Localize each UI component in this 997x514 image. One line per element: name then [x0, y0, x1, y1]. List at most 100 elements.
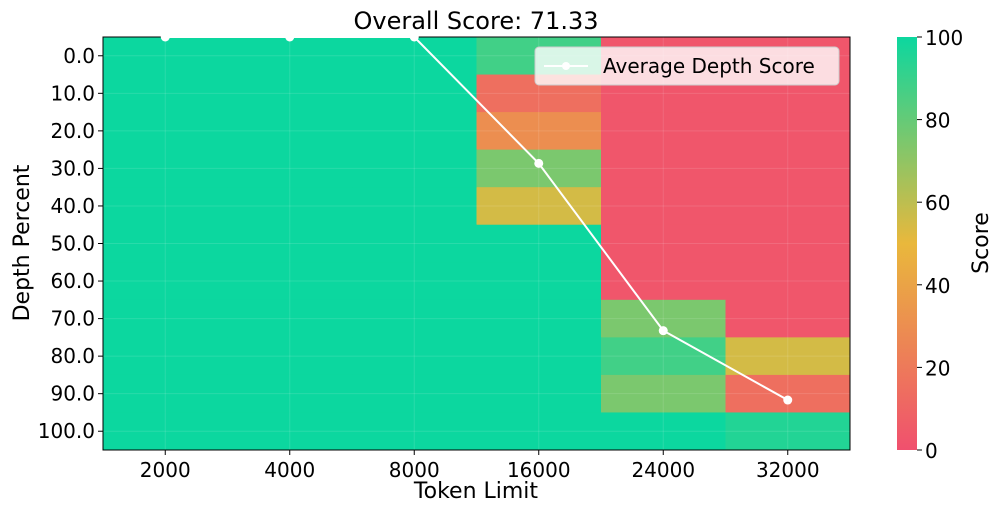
heatmap-cell	[227, 224, 353, 263]
heatmap-cell	[103, 412, 228, 451]
x-axis-label: Token Limit	[413, 479, 539, 504]
x-tick-label: 4000	[264, 458, 315, 482]
average-depth-line	[160, 32, 793, 405]
heatmap-cell	[227, 37, 353, 76]
average-depth-point	[285, 32, 295, 42]
colorbar-tick-label: 60	[925, 191, 950, 215]
average-depth-point	[160, 32, 170, 42]
heatmap-cell	[227, 299, 353, 338]
y-tick-label: 90.0	[50, 382, 95, 406]
heatmap-cell	[725, 262, 851, 301]
heatmap-cell	[352, 299, 477, 338]
heatmap-cell	[352, 337, 477, 376]
heatmap-cell	[725, 224, 851, 263]
heatmap-cell	[227, 149, 353, 188]
heatmap-cell	[103, 224, 228, 263]
heatmap-cell	[103, 262, 228, 301]
heatmap-cell	[103, 337, 228, 376]
x-tick-label: 24000	[631, 458, 695, 482]
x-tick-label: 8000	[389, 458, 440, 482]
colorbar-ticks: 0 20 40 60 80 100	[917, 26, 963, 463]
heatmap-cell	[352, 112, 477, 151]
y-tick-label: 30.0	[50, 156, 95, 180]
heatmap-cell	[476, 224, 602, 263]
legend-box	[534, 46, 840, 86]
heatmap-cell	[352, 412, 477, 451]
average-depth-point	[409, 32, 419, 42]
average-depth-point	[534, 158, 544, 168]
average-depth-polyline	[165, 36, 789, 401]
heatmap-cell	[725, 149, 851, 188]
heatmap-cell	[476, 149, 602, 188]
heatmap-cell	[476, 374, 602, 413]
heatmap-cell	[601, 374, 726, 413]
y-tick-label: 0.0	[63, 44, 95, 68]
heatmap-cell	[227, 74, 353, 113]
heatmap-cell	[725, 112, 851, 151]
heatmap-cell	[352, 224, 477, 263]
y-tick-label: 40.0	[50, 194, 95, 218]
heatmap-cell	[227, 412, 353, 451]
heatmap-cell	[103, 374, 228, 413]
y-tick-label: 20.0	[50, 119, 95, 143]
colorbar-tick-label: 40	[925, 274, 950, 298]
average-depth-point	[658, 326, 668, 336]
colorbar-tick-label: 80	[925, 109, 950, 133]
heatmap-cell	[601, 262, 726, 301]
heatmap-cell	[227, 112, 353, 151]
heatmap-cell	[103, 187, 228, 226]
colorbar-label: Score	[969, 212, 994, 274]
heatmap-cell	[601, 187, 726, 226]
heatmap-cell	[352, 37, 477, 76]
x-tick-label: 32000	[756, 458, 820, 482]
y-tick-label: 10.0	[50, 81, 95, 105]
heatmap-cell	[227, 337, 353, 376]
colorbar-tick-label: 20	[925, 356, 950, 380]
heatmap-cell	[601, 149, 726, 188]
heatmap-cell	[476, 412, 602, 451]
heatmap-cell	[725, 412, 851, 451]
heatmap-cell	[601, 112, 726, 151]
heatmap-cell	[103, 149, 228, 188]
heatmap-cell	[601, 224, 726, 263]
heatmap-cell	[725, 187, 851, 226]
heatmap-cell	[476, 337, 602, 376]
chart-title: Overall Score: 71.33	[353, 7, 598, 35]
legend: Average Depth Score	[534, 46, 840, 86]
heatmap-cell	[103, 112, 228, 151]
y-tick-label: 60.0	[50, 269, 95, 293]
y-tick-label: 50.0	[50, 232, 95, 256]
colorbar-tick-label: 100	[925, 26, 963, 50]
legend-marker-swatch	[562, 62, 570, 70]
heatmap-cell	[601, 337, 726, 376]
y-axis-label: Depth Percent	[10, 164, 35, 321]
y-tick-label: 70.0	[50, 307, 95, 331]
heatmap-cell	[352, 374, 477, 413]
heatmap-cell	[601, 412, 726, 451]
heatmap-cell	[352, 262, 477, 301]
heatmap-cell	[227, 187, 353, 226]
heatmap-cell	[725, 374, 851, 413]
heatmap-cell	[476, 262, 602, 301]
heatmap-cell	[227, 262, 353, 301]
heatmap-cell	[103, 299, 228, 338]
x-axis-ticks: 2000 4000 8000 16000 24000 32000	[140, 450, 820, 482]
average-depth-point	[783, 395, 793, 405]
colorbar-tick-label: 0	[925, 439, 938, 463]
x-tick-label: 16000	[507, 458, 571, 482]
heatmap-cell	[725, 299, 851, 338]
heatmap-cell	[103, 37, 228, 76]
heatmap-cell	[103, 74, 228, 113]
y-tick-label: 80.0	[50, 344, 95, 368]
x-tick-label: 2000	[140, 458, 191, 482]
y-axis-ticks: 0.0 10.0 20.0 30.0 40.0 50.0 60.0 70.0 80.0 90.0 1…	[38, 44, 103, 443]
y-tick-label: 100.0	[38, 419, 95, 443]
heatmap-cell	[476, 299, 602, 338]
heatmap-cell	[725, 337, 851, 376]
heatmap-cell	[352, 149, 477, 188]
heatmap-cell	[476, 112, 602, 151]
legend-label: Average Depth Score	[603, 54, 815, 78]
heatmap-cell	[352, 187, 477, 226]
colorbar	[897, 37, 917, 450]
